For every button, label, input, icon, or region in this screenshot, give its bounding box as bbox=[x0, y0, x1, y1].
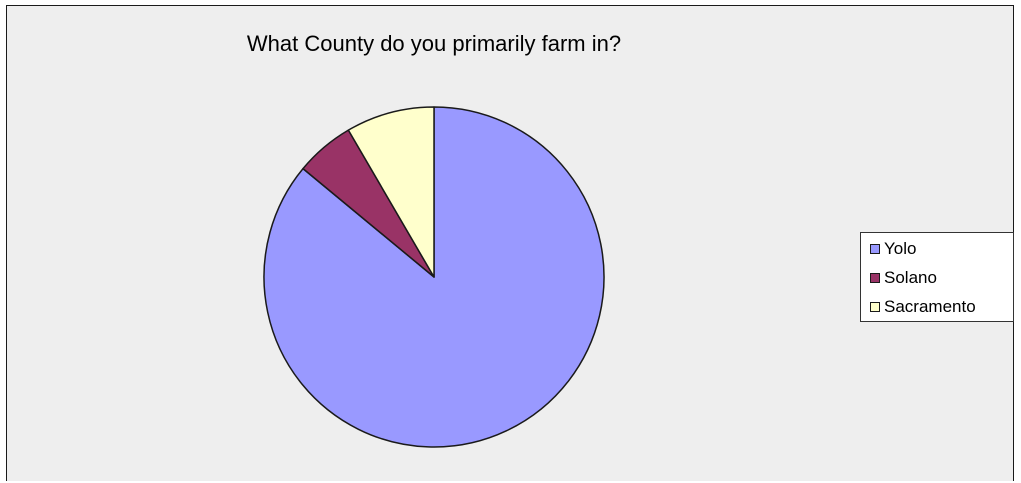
pie-slice-sacramento bbox=[347, 106, 435, 278]
chart-legend: Yolo Solano Sacramento bbox=[860, 232, 1014, 322]
legend-item-solano: Solano bbox=[870, 266, 937, 290]
chart-title: What County do you primarily farm in? bbox=[246, 31, 622, 56]
legend-item-sacramento: Sacramento bbox=[870, 295, 976, 319]
legend-label-solano: Solano bbox=[884, 268, 937, 287]
legend-swatch-solano bbox=[870, 273, 880, 283]
pie-slices bbox=[263, 106, 605, 448]
legend-label-sacramento: Sacramento bbox=[884, 297, 976, 316]
pie-slice-yolo bbox=[263, 106, 605, 448]
legend-swatch-sacramento bbox=[870, 302, 880, 312]
legend-swatch-yolo bbox=[870, 244, 880, 254]
legend-item-yolo: Yolo bbox=[870, 237, 916, 261]
legend-label-yolo: Yolo bbox=[884, 239, 917, 258]
